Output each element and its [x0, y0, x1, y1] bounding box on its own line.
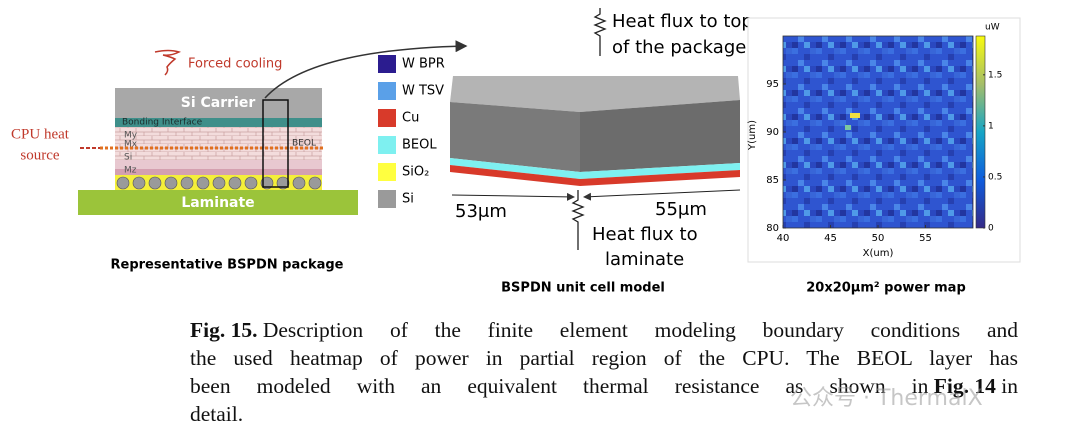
legend-swatch [378, 190, 396, 208]
legend-swatch [378, 82, 396, 100]
legend-label: Si [402, 192, 414, 207]
layer [115, 169, 322, 175]
legend: W BPR W TSV Cu BEOL SiO₂ Si [378, 55, 445, 208]
package: Forced cooling Si Carrier Bonding Interf… [11, 40, 468, 273]
legend-label: BEOL [402, 138, 437, 153]
unit-cell: Heat flux to top of the package Heat flu… [450, 8, 753, 296]
label: Heat flux to [592, 224, 698, 245]
hotspot [850, 113, 860, 118]
colorbar-tick-label: 1.5 [988, 70, 1002, 80]
x-tick-label: 50 [872, 233, 885, 244]
colorbar-unit: uW [985, 23, 1000, 33]
legend-label: W BPR [402, 57, 445, 72]
dimension [451, 192, 575, 201]
label: Si Carrier [181, 95, 256, 111]
label: source [20, 147, 59, 163]
figure-caption: Fig. 15. Description of the finite eleme… [190, 316, 1018, 428]
x-label: X(um) [863, 248, 894, 259]
heatmap-panel: uW Y(um) X(um) 20x20μm² power map 40 45 50… [747, 17, 1021, 296]
legend-swatch [378, 163, 396, 181]
caption: 20x20μm² power map [806, 281, 966, 296]
y-label: Y(um) [747, 120, 758, 151]
heatmap [783, 36, 973, 228]
hotspot [845, 125, 851, 130]
label: CPU heat [11, 126, 70, 142]
legend-label: SiO₂ [402, 165, 429, 180]
y-tick-label: 90 [766, 127, 779, 138]
label: Laminate [181, 195, 254, 211]
x-tick-label: 40 [777, 233, 790, 244]
caption-ref: Fig. 14 [933, 374, 996, 398]
y-tick-label: 95 [766, 79, 779, 90]
label: laminate [605, 249, 684, 270]
legend-label: Cu [402, 111, 419, 126]
caption: Representative BSPDN package [111, 258, 344, 273]
label: Forced cooling [188, 57, 282, 72]
label: 53μm [455, 201, 507, 222]
label: Mx [124, 140, 138, 150]
label: Heat flux to top [612, 11, 753, 32]
x-tick-label: 55 [919, 233, 932, 244]
caption-text: in [1001, 374, 1018, 398]
laminate [78, 190, 358, 215]
label: 55μm [655, 199, 707, 220]
layer [115, 118, 322, 127]
legend-label: W TSV [402, 84, 444, 99]
y-tick-label: 80 [766, 223, 779, 234]
resistor [593, 8, 607, 56]
legend-swatch [378, 109, 396, 127]
legend-swatch [378, 55, 396, 73]
cooling-icon [154, 49, 182, 76]
colorbar [975, 35, 986, 229]
colorbar-tick-label: 0.5 [988, 172, 1002, 182]
dimension [583, 189, 741, 201]
caption-text: the used heatmap of power in partial reg… [190, 346, 1018, 370]
caption-label: Fig. 15. [190, 318, 258, 342]
caption-line: detail. [190, 400, 1018, 428]
figure: Forced cooling Si Carrier Bonding Interf… [11, 8, 1021, 296]
label: Mz [124, 166, 137, 176]
caption-text: detail. [190, 402, 244, 426]
x-tick-label: 45 [824, 233, 837, 244]
caption-text: been modeled with an equivalent thermal … [190, 374, 929, 398]
colorbar-tick-label: 1 [988, 121, 994, 131]
layer [115, 160, 322, 169]
label: My [124, 131, 138, 141]
label: Si [124, 153, 132, 163]
legend-swatch [378, 136, 396, 154]
watermark: 公众号 · ThermalX [790, 386, 983, 411]
caption: BSPDN unit cell model [501, 281, 665, 296]
resistor [571, 190, 585, 250]
bumps [116, 176, 322, 190]
caption-text: Description of the finite element modeli… [262, 318, 1018, 342]
caption-line: the used heatmap of power in partial reg… [190, 344, 1018, 372]
label: of the package [612, 37, 746, 58]
y-tick-label: 85 [766, 175, 779, 186]
unit-cell-box [262, 99, 289, 188]
layer [115, 127, 322, 160]
colorbar-tick-label: 0 [988, 224, 994, 234]
caption-line: been modeled with an equivalent thermal … [190, 372, 1018, 400]
label: Bonding Interface [122, 118, 203, 128]
arrow [264, 40, 468, 99]
caption-line: Fig. 15. Description of the finite eleme… [190, 316, 1018, 344]
label: BEOL [292, 139, 316, 149]
